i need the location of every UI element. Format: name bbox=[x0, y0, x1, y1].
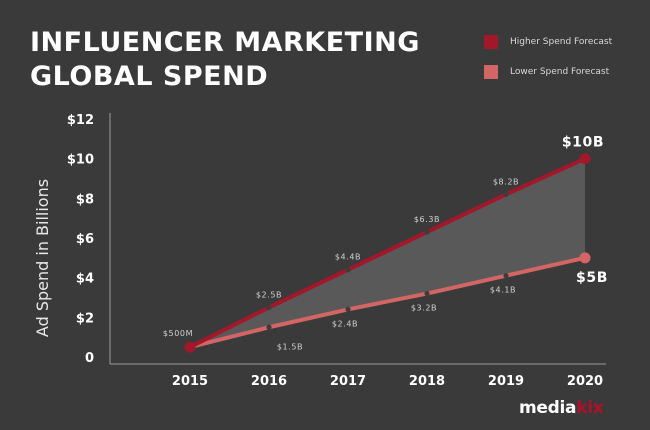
legend-label-higher: Higher Spend Forecast bbox=[510, 37, 613, 47]
higher-forecast-data-label: $6.3B bbox=[414, 215, 440, 224]
higher-forecast-point bbox=[503, 191, 509, 197]
lower-forecast-point bbox=[424, 290, 430, 297]
chart-title-line-2: GLOBAL SPEND bbox=[30, 61, 269, 92]
lower-forecast-line bbox=[189, 255, 586, 350]
logo-text-main: media bbox=[519, 398, 577, 418]
legend-swatch-lower bbox=[484, 65, 498, 79]
legend-item-lower: Lower Spend Forecast bbox=[484, 64, 612, 80]
higher-forecast-point bbox=[266, 304, 272, 311]
y-tick-label: 0 bbox=[85, 351, 94, 366]
higher-forecast-data-label: $2.5B bbox=[256, 290, 282, 299]
higher-forecast-point bbox=[424, 229, 430, 235]
x-tick-label: 2020 bbox=[567, 374, 603, 389]
chart-title: INFLUENCER MARKETING GLOBAL SPEND bbox=[30, 26, 420, 94]
lower-forecast-point bbox=[345, 306, 351, 312]
start-point bbox=[184, 341, 196, 353]
x-tick-label: 2018 bbox=[409, 374, 445, 389]
legend-item-higher: Higher Spend Forecast bbox=[484, 34, 612, 50]
lower-forecast-data-label: $2.4B bbox=[332, 319, 358, 328]
lower-forecast-data-label: $5B bbox=[576, 270, 608, 286]
x-tick-label: 2017 bbox=[330, 374, 366, 389]
higher-forecast-data-label: $500M bbox=[163, 329, 193, 338]
y-tick-label: $8 bbox=[76, 192, 94, 207]
mediakix-logo: mediakix bbox=[519, 398, 604, 418]
legend-swatch-higher bbox=[484, 35, 498, 49]
lower-forecast-data-label: $3.2B bbox=[411, 304, 437, 313]
higher-forecast-point bbox=[345, 267, 351, 273]
y-tick-label: $10 bbox=[67, 153, 94, 168]
lower-forecast-point bbox=[503, 273, 509, 279]
y-tick-label: $4 bbox=[76, 272, 94, 287]
higher-forecast-line bbox=[189, 156, 586, 349]
logo-text-accent: kix bbox=[576, 398, 604, 418]
lower-forecast-end-point bbox=[579, 252, 591, 264]
higher-forecast-data-label: $10B bbox=[562, 135, 604, 151]
higher-forecast-data-label: $4.4B bbox=[335, 253, 361, 262]
y-tick-label: $2 bbox=[76, 311, 94, 326]
higher-forecast-data-label: $8.2B bbox=[493, 177, 519, 186]
x-tick-label: 2016 bbox=[251, 374, 287, 389]
x-tick-label: 2015 bbox=[172, 374, 208, 389]
lower-forecast-point bbox=[266, 324, 272, 330]
y-tick-label: $6 bbox=[76, 232, 94, 247]
legend: Higher Spend Forecast Lower Spend Foreca… bbox=[484, 34, 612, 94]
lower-forecast-data-label: $4.1B bbox=[490, 286, 516, 295]
y-axis-title: Ad Spend in Billions bbox=[33, 179, 52, 337]
y-tick-label: $12 bbox=[67, 113, 94, 128]
chart-title-line-1: INFLUENCER MARKETING bbox=[30, 27, 420, 58]
legend-label-lower: Lower Spend Forecast bbox=[510, 67, 610, 77]
higher-forecast-end-point bbox=[579, 153, 591, 165]
x-tick-label: 2019 bbox=[488, 374, 524, 389]
lower-forecast-data-label: $1.5B bbox=[277, 342, 303, 351]
